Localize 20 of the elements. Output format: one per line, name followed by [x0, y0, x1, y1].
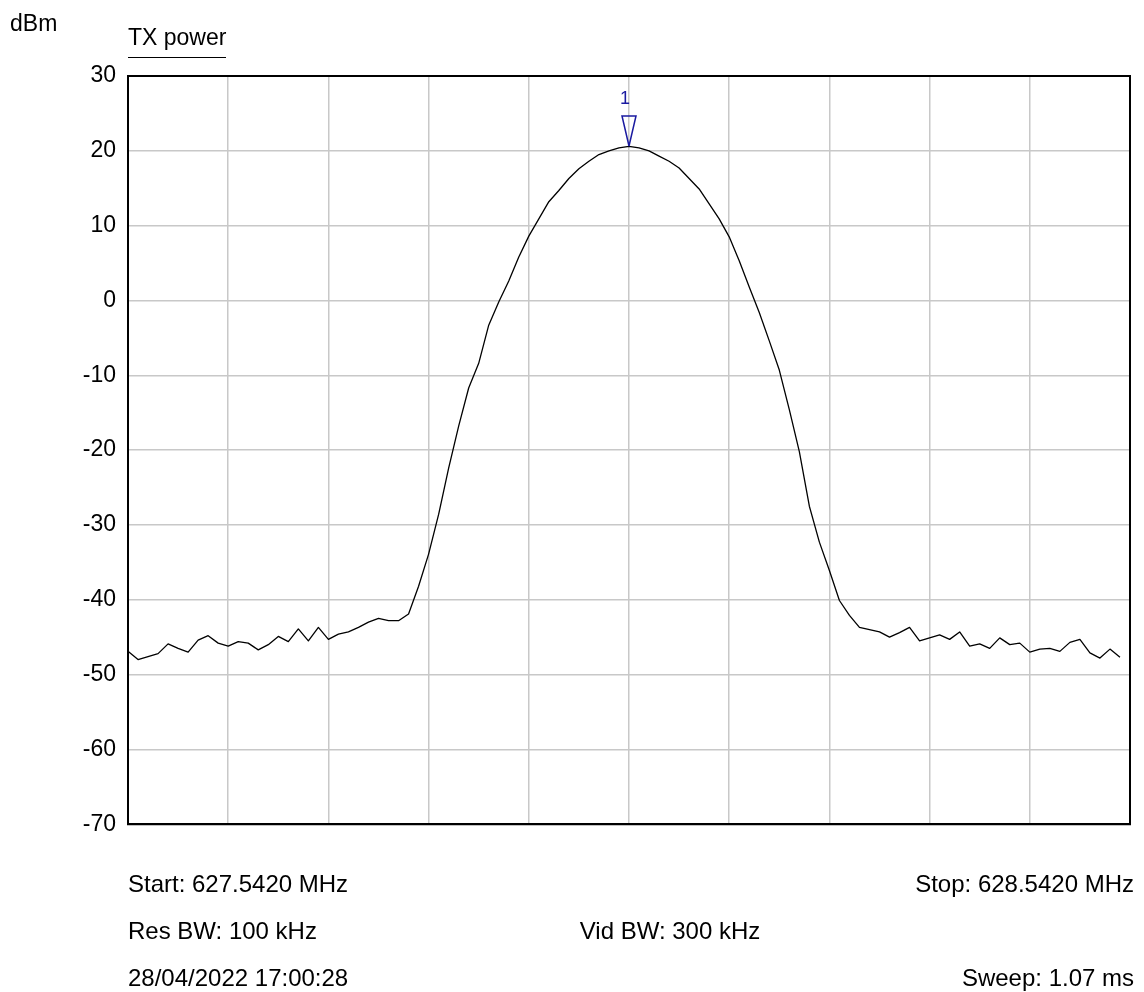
y-tick-label: -40: [82, 585, 116, 612]
y-tick-label: -10: [82, 360, 116, 387]
annotation: 1: [619, 88, 631, 110]
y-tick-label: 10: [90, 210, 116, 237]
y-tick-label: -20: [82, 435, 116, 462]
y-tick-label: -30: [82, 510, 116, 537]
text: Sweep: 1.07 ms: [961, 964, 1134, 992]
text: Start: 627.5420 MHz: [128, 870, 349, 898]
text: Stop: 628.5420 MHz: [915, 870, 1134, 898]
text: 28/04/2022 17:00:28: [128, 964, 349, 992]
text: Res BW: 100 kHz: [128, 917, 317, 945]
y-tick-label: -50: [82, 659, 116, 686]
y-tick-label: -70: [82, 809, 116, 836]
y-tick-label: 30: [90, 61, 116, 88]
text: Vid BW: 300 kHz: [578, 917, 762, 945]
y-tick-label: -60: [82, 734, 116, 761]
chart-title: TX power: [128, 24, 227, 58]
y-axis-title: dBm: [10, 10, 58, 37]
y-tick-label: 20: [90, 136, 116, 163]
y-tick-label: 0: [103, 285, 116, 312]
